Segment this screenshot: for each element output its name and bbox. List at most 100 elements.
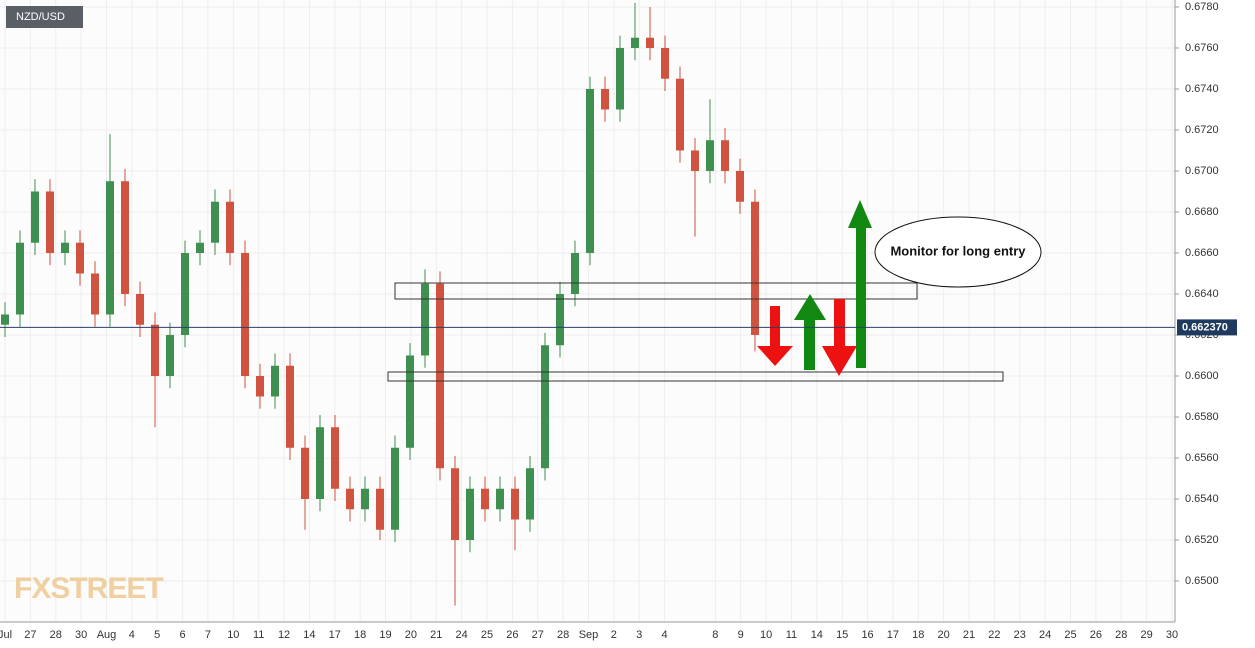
candle-body — [691, 150, 699, 171]
y-tick-label: 0.6700 — [1185, 165, 1219, 177]
candle-body — [31, 191, 39, 243]
note-ellipse — [874, 216, 1042, 288]
x-tick-label: 23 — [1014, 629, 1026, 641]
x-tick-label: 30 — [75, 629, 87, 641]
x-tick-label: 5 — [154, 629, 160, 641]
x-tick-label: 10 — [227, 629, 239, 641]
candle-body — [211, 201, 219, 243]
x-tick-label: 28 — [50, 629, 62, 641]
candle-body — [751, 201, 759, 335]
down-arrow — [822, 299, 857, 376]
candle-body — [646, 37, 654, 48]
candle-body — [256, 375, 264, 397]
x-tick-label: 30 — [1166, 629, 1178, 641]
candle-body — [226, 201, 234, 253]
x-tick-label: 4 — [129, 629, 135, 641]
x-tick-label: 14 — [303, 629, 315, 641]
x-tick-label: 19 — [379, 629, 391, 641]
candle-body — [106, 181, 114, 315]
y-tick-label: 0.6580 — [1185, 411, 1219, 423]
x-tick-label: 6 — [180, 629, 186, 641]
candle-body — [16, 242, 24, 315]
x-tick-label: 9 — [738, 629, 744, 641]
resistance-zone — [394, 282, 918, 300]
candle-body — [91, 273, 99, 315]
candle-body — [466, 488, 474, 540]
x-tick-label: 26 — [1090, 629, 1102, 641]
candle-body — [421, 283, 429, 356]
candle-body — [481, 488, 489, 510]
x-tick-label: 28 — [1115, 629, 1127, 641]
x-tick-label: 14 — [811, 629, 823, 641]
watermark: FXSTREET — [14, 572, 163, 605]
x-tick-label: 12 — [278, 629, 290, 641]
x-tick-label: 21 — [430, 629, 442, 641]
x-tick-label: 4 — [662, 629, 668, 641]
candle-body — [571, 252, 579, 294]
y-tick-label: 0.6740 — [1185, 83, 1219, 95]
y-tick-label: 0.6540 — [1185, 493, 1219, 505]
x-tick-label: 22 — [988, 629, 1000, 641]
x-tick-label: 21 — [963, 629, 975, 641]
candle-body — [721, 140, 729, 171]
x-tick-label: 29 — [1141, 629, 1153, 641]
candle-body — [496, 488, 504, 510]
up-arrow — [848, 200, 872, 368]
y-tick-label: 0.6600 — [1185, 370, 1219, 382]
symbol: NZD/USD — [16, 11, 65, 23]
x-tick-label: 20 — [938, 629, 950, 641]
last-price-label: 0.662370 — [1182, 321, 1228, 333]
candle-body — [361, 488, 369, 510]
candle-body — [451, 468, 459, 540]
x-tick-label: 8 — [712, 629, 718, 641]
x-tick-label: 27 — [532, 629, 544, 641]
y-tick-label: 0.6560 — [1185, 452, 1219, 464]
x-tick-label: Jul — [0, 629, 12, 641]
candle-body — [631, 37, 639, 48]
candle-body — [271, 365, 279, 397]
x-tick-label: Sep — [579, 629, 599, 641]
x-tick-label: 15 — [836, 629, 848, 641]
x-tick-label: 25 — [1064, 629, 1076, 641]
x-tick-label: 26 — [506, 629, 518, 641]
x-tick-label: 24 — [456, 629, 468, 641]
candle-body — [301, 447, 309, 499]
x-tick-label: 17 — [329, 629, 341, 641]
candle-body — [526, 468, 534, 520]
x-tick-label: 2 — [611, 629, 617, 641]
candle-body — [661, 47, 669, 79]
x-tick-label: 10 — [760, 629, 772, 641]
x-tick-label: 24 — [1039, 629, 1051, 641]
x-tick-label: Aug — [97, 629, 117, 641]
last-price-tag — [1177, 319, 1237, 336]
x-tick-label: 27 — [24, 629, 36, 641]
candle-body — [241, 252, 249, 376]
candle-body — [601, 88, 609, 110]
candle-body — [61, 242, 69, 253]
support-zone — [387, 371, 1004, 382]
candle-body — [136, 293, 144, 325]
candle-body — [46, 191, 54, 253]
candle-body — [586, 88, 594, 253]
candle-body — [286, 365, 294, 448]
y-tick-label: 0.6760 — [1185, 42, 1219, 54]
candle-body — [541, 345, 549, 469]
candles — [1, 2, 759, 606]
y-tick-label: 0.6660 — [1185, 247, 1219, 259]
candle-body — [151, 324, 159, 376]
candle-body — [196, 242, 204, 253]
up-arrow — [794, 294, 826, 370]
x-tick-label: 18 — [912, 629, 924, 641]
candle-body — [676, 78, 684, 151]
x-tick-label: 17 — [887, 629, 899, 641]
y-tick-label: 0.6520 — [1185, 534, 1219, 546]
candle-body — [556, 293, 564, 346]
y-tick-label: 0.6780 — [1185, 1, 1219, 13]
x-tick-label: 20 — [405, 629, 417, 641]
y-tick-label: 0.6680 — [1185, 206, 1219, 218]
candle-body — [166, 334, 174, 376]
candle-body — [331, 427, 339, 489]
note-text: Monitor for long entry — [890, 243, 1026, 258]
candle-body — [391, 447, 399, 530]
